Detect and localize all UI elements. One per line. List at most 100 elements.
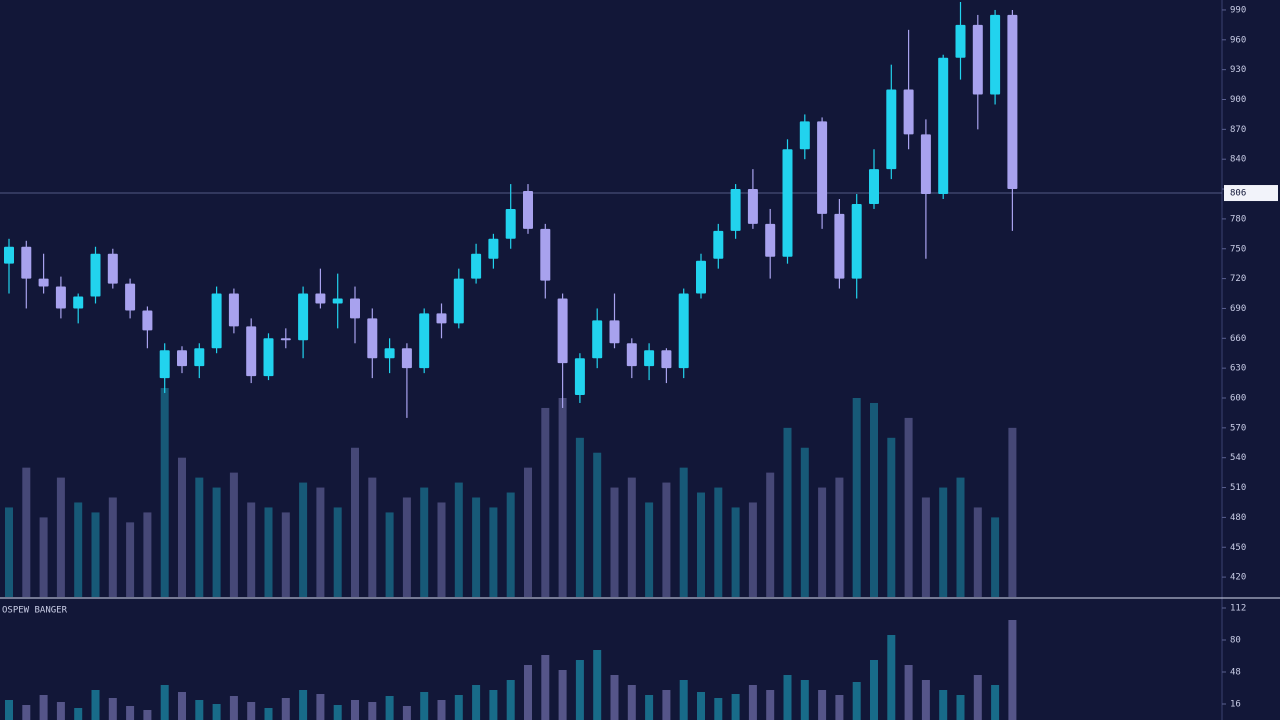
candle-body bbox=[315, 293, 326, 304]
volume-bar bbox=[818, 487, 827, 597]
indicator-bar bbox=[178, 692, 186, 720]
candle-body bbox=[592, 320, 603, 359]
candle-body bbox=[211, 293, 222, 349]
indicator-bar bbox=[956, 695, 965, 720]
candle-body bbox=[799, 121, 810, 150]
volume-bar bbox=[904, 417, 913, 597]
volume-bar bbox=[420, 487, 429, 597]
indicator-bar bbox=[541, 655, 550, 720]
volume-bar bbox=[731, 507, 740, 597]
indicator-bar bbox=[766, 690, 775, 720]
volume-bar bbox=[714, 487, 723, 597]
candle-body bbox=[540, 228, 551, 281]
indicator-bar bbox=[368, 702, 377, 720]
indicator-bar bbox=[904, 665, 913, 720]
indicator-bar bbox=[887, 635, 896, 720]
candle-body bbox=[332, 298, 343, 304]
candle-body bbox=[177, 350, 187, 367]
indicator-bar bbox=[575, 660, 584, 720]
candle-body bbox=[782, 149, 793, 257]
volume-bar bbox=[835, 477, 844, 597]
indicator-bar bbox=[714, 698, 723, 720]
volume-bar bbox=[472, 497, 481, 597]
y-tick-label: 660 bbox=[1230, 334, 1246, 344]
candle-body bbox=[574, 358, 585, 396]
candle-body bbox=[747, 189, 758, 224]
volume-bar bbox=[385, 512, 394, 597]
volume-bar bbox=[973, 507, 982, 597]
indicator-bar bbox=[264, 708, 273, 720]
indicator-bar bbox=[870, 660, 878, 720]
candle-body bbox=[228, 293, 239, 327]
candle-body bbox=[817, 121, 828, 214]
volume-bar bbox=[402, 497, 411, 597]
volume-bar bbox=[645, 502, 654, 597]
volume-bar bbox=[351, 447, 359, 597]
volume-bar bbox=[56, 477, 65, 597]
indicator-bar bbox=[593, 650, 602, 720]
candle-body bbox=[4, 246, 14, 264]
indicator-bar bbox=[973, 675, 982, 720]
volume-bar bbox=[39, 517, 48, 597]
volume-bar bbox=[91, 512, 100, 597]
candle-body bbox=[955, 24, 966, 58]
indicator-bar bbox=[39, 695, 48, 720]
indicator-bar bbox=[645, 695, 654, 720]
y-tick-label: 930 bbox=[1230, 65, 1246, 75]
candle-body bbox=[453, 278, 464, 324]
indicator-bar bbox=[506, 680, 515, 720]
volume-bar bbox=[870, 402, 878, 597]
indicator-title: OSPEW BANGER bbox=[2, 606, 68, 616]
volume-bar bbox=[593, 452, 602, 597]
indicator-bar bbox=[126, 706, 135, 720]
indicator-bar bbox=[558, 670, 567, 720]
candle-body bbox=[107, 253, 118, 284]
volume-bar bbox=[454, 482, 463, 597]
y-tick-label: 780 bbox=[1230, 214, 1246, 224]
volume-bar bbox=[697, 492, 705, 597]
candle-body bbox=[55, 286, 66, 309]
volume-bar bbox=[368, 477, 377, 597]
y-tick-label: 480 bbox=[1230, 513, 1246, 523]
volume-bar bbox=[126, 522, 135, 597]
indicator-bar bbox=[385, 696, 394, 720]
volume-bar bbox=[956, 477, 965, 597]
indicator-y-tick-label: 16 bbox=[1230, 700, 1241, 710]
volume-bar bbox=[1008, 427, 1017, 597]
y-tick-label: 540 bbox=[1230, 453, 1246, 463]
candle-body bbox=[367, 318, 378, 359]
candle-body bbox=[350, 298, 360, 319]
y-tick-label: 510 bbox=[1230, 483, 1246, 493]
indicator-bar bbox=[143, 710, 152, 720]
candle-body bbox=[505, 208, 516, 239]
indicator-bar bbox=[489, 690, 498, 720]
volume-bar bbox=[575, 437, 584, 597]
indicator-bar bbox=[800, 680, 809, 720]
volume-bar bbox=[541, 407, 550, 597]
indicator-bar bbox=[1008, 620, 1017, 720]
indicator-bar bbox=[783, 675, 792, 720]
y-tick-label: 420 bbox=[1230, 573, 1246, 583]
indicator-bar bbox=[852, 682, 861, 720]
volume-bar bbox=[852, 398, 861, 597]
candle-body bbox=[488, 238, 499, 259]
y-tick-label: 840 bbox=[1230, 155, 1246, 165]
candle-body bbox=[90, 253, 101, 297]
indicator-bar bbox=[402, 706, 411, 720]
candle-body bbox=[1007, 14, 1018, 190]
indicator-bar bbox=[524, 665, 532, 720]
y-tick-label: 690 bbox=[1230, 304, 1246, 314]
indicator-bar bbox=[835, 695, 844, 720]
candle-body bbox=[419, 313, 430, 369]
volume-bar bbox=[506, 492, 515, 597]
y-tick-label: 900 bbox=[1230, 95, 1246, 105]
candle-body bbox=[765, 223, 776, 257]
candle-body bbox=[298, 293, 309, 341]
candle-body bbox=[834, 213, 845, 279]
indicator-bar bbox=[472, 685, 481, 720]
candle-body bbox=[38, 278, 49, 287]
candle-body bbox=[730, 189, 741, 231]
indicator-bar bbox=[454, 695, 463, 720]
volume-bar bbox=[766, 472, 775, 597]
